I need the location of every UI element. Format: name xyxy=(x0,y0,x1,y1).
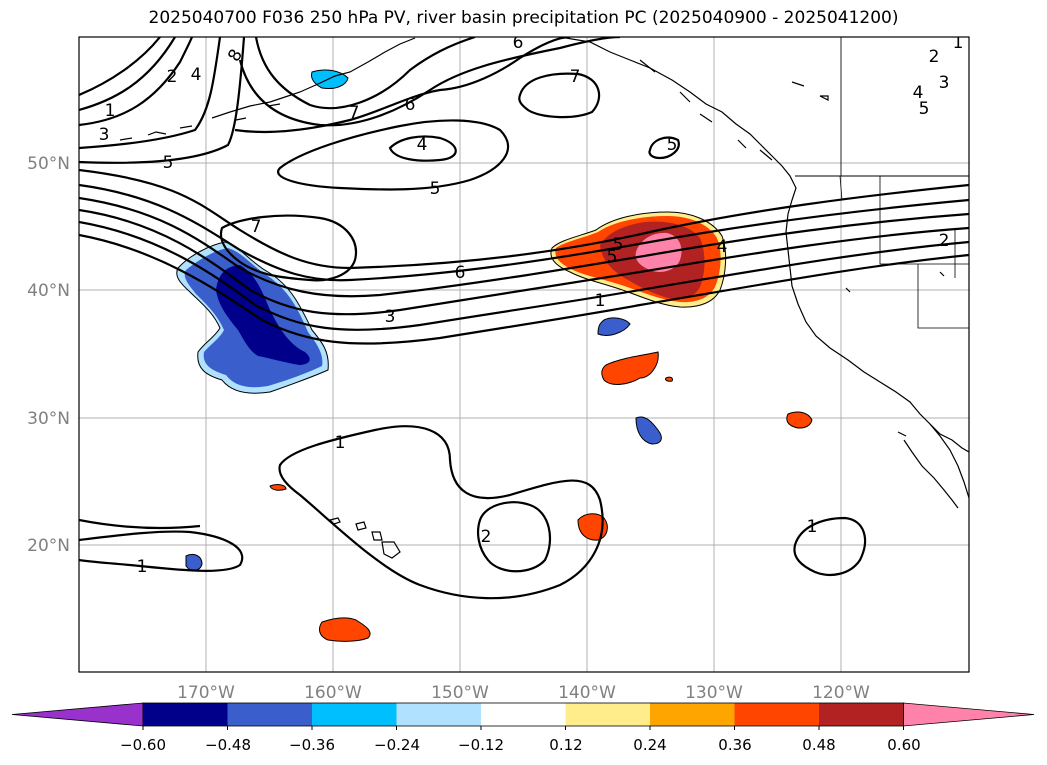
map-frame xyxy=(78,36,970,673)
contour-label: 2 xyxy=(939,231,950,251)
colorbar-segment xyxy=(650,703,735,726)
coastlines xyxy=(119,37,969,559)
colorbar-frame xyxy=(142,702,904,727)
colorbar-extend-min xyxy=(11,702,144,727)
pv-contours xyxy=(79,37,969,600)
contour-label: 2 xyxy=(481,527,492,547)
colorbar-tick: 0.24 xyxy=(633,736,666,754)
contour-label: 7 xyxy=(570,67,581,87)
colorbar-tick: 0.60 xyxy=(887,736,920,754)
colorbar-segment xyxy=(819,703,904,726)
lat-label: 20°N xyxy=(27,536,70,556)
lon-label: 130°W xyxy=(685,683,743,703)
contour-label: 7 xyxy=(349,103,360,123)
contour-label: 3 xyxy=(385,307,396,327)
negative-precip-anomaly xyxy=(176,241,329,394)
colorbar-tick: −0.12 xyxy=(458,736,504,754)
lon-label: 170°W xyxy=(177,683,235,703)
colorbar-tick: −0.60 xyxy=(120,736,166,754)
colorbar-tick: −0.24 xyxy=(374,736,420,754)
lon-label: 150°W xyxy=(431,683,489,703)
contour-label: 1 xyxy=(953,33,964,53)
colorbar-segment xyxy=(565,703,650,726)
colorbar xyxy=(11,702,1035,730)
contour-label: 1 xyxy=(335,433,346,453)
contour-label: 5 xyxy=(430,179,441,199)
contour-label: 3 xyxy=(939,73,950,93)
colorbar-tick: 0.12 xyxy=(549,736,582,754)
colorbar-segment xyxy=(143,703,228,726)
contour-label: 1 xyxy=(137,557,148,577)
plot-title: 2025040700 F036 250 hPa PV, river basin … xyxy=(148,8,899,28)
colorbar-tick: −0.48 xyxy=(205,736,251,754)
contour-label: 5 xyxy=(667,135,678,155)
lon-label: 160°W xyxy=(304,683,362,703)
lat-label: 30°N xyxy=(27,409,70,429)
colorbar-tick: −0.36 xyxy=(289,736,335,754)
lon-label: 120°W xyxy=(812,683,870,703)
contour-label: 5 xyxy=(607,247,618,267)
colorbar-segment xyxy=(481,703,566,726)
axis-labels: 170°W 160°W 150°W 140°W 130°W 120°W 50°N… xyxy=(27,154,870,703)
contour-label: 6 xyxy=(455,263,466,283)
contour-label: 5 xyxy=(163,153,174,173)
colorbar-segment xyxy=(396,703,481,726)
colorbar-segment xyxy=(227,703,312,726)
contour-label: 6 xyxy=(513,33,524,53)
contour-label: 1 xyxy=(807,517,818,537)
colorbar-segment xyxy=(734,703,819,726)
contour-label: 4 xyxy=(417,135,428,155)
contour-label: 6 xyxy=(405,95,416,115)
contour-label: 5 xyxy=(613,235,624,255)
contour-label: 1 xyxy=(105,101,116,121)
contour-label: 1 xyxy=(595,291,606,311)
contour-label: 5 xyxy=(919,99,930,119)
contour-label: 7 xyxy=(251,217,262,237)
lat-label: 40°N xyxy=(27,281,70,301)
colorbar-tick: 0.36 xyxy=(718,736,751,754)
colorbar-tick-labels: −0.60 −0.48 −0.36 −0.24 −0.12 0.12 0.24 … xyxy=(120,736,921,754)
colorbar-tick: 0.48 xyxy=(802,736,835,754)
contour-label: 4 xyxy=(913,83,924,103)
lon-label: 140°W xyxy=(558,683,616,703)
colorbar-extend-max xyxy=(903,702,1035,727)
contour-label: 3 xyxy=(99,125,110,145)
contour-label: 2 xyxy=(167,67,178,87)
contour-label: 4 xyxy=(717,237,728,257)
contour-label: 2 xyxy=(929,47,940,67)
colorbar-segment xyxy=(312,703,397,726)
lat-label: 50°N xyxy=(27,154,70,174)
contour-label: 4 xyxy=(191,65,202,85)
small-precip-patches xyxy=(185,69,813,642)
